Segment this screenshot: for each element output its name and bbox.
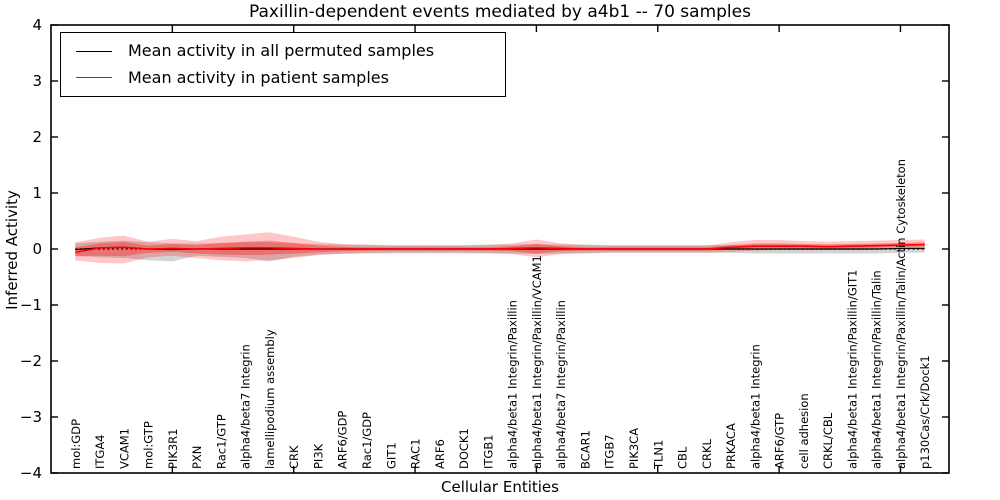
x-category-label: alpha4/beta7 Integrin/Paxillin bbox=[554, 300, 568, 469]
x-category-label: ITGB1 bbox=[481, 434, 495, 469]
x-category-label: PIK3R1 bbox=[166, 429, 180, 470]
x-category-label: ITGB7 bbox=[603, 434, 617, 469]
x-category-label: CRK bbox=[287, 445, 301, 469]
x-category-label: GIT1 bbox=[384, 442, 398, 469]
x-category-label: alpha4/beta1 Integrin bbox=[748, 344, 762, 469]
x-category-label: PIK3CA bbox=[627, 428, 641, 469]
x-category-label: CRKL/CBL bbox=[821, 412, 835, 469]
x-category-label: RAC1 bbox=[409, 438, 423, 469]
x-category-label: CBL bbox=[676, 446, 690, 469]
x-category-label: ARF6/GTP bbox=[773, 413, 787, 469]
x-category-label: PRKACA bbox=[724, 423, 738, 469]
x-category-label: alpha4/beta1 Integrin/Paxillin/Talin/Act… bbox=[894, 159, 908, 469]
chart-title: Paxillin-dependent events mediated by a4… bbox=[249, 2, 751, 22]
legend-item-permuted: Mean activity in all permuted samples bbox=[76, 43, 505, 59]
x-category-label: TLN1 bbox=[651, 440, 665, 470]
x-category-label: alpha4/beta1 Integrin/Paxillin/VCAM1 bbox=[530, 255, 544, 469]
y-tick-label: 2 bbox=[32, 128, 42, 146]
patient-mean-line bbox=[75, 243, 925, 254]
y-tick-label: 1 bbox=[32, 184, 42, 202]
x-category-label: cell adhesion bbox=[797, 393, 811, 469]
x-category-label: alpha4/beta1 Integrin/Paxillin bbox=[506, 300, 520, 469]
x-category-label: VCAM1 bbox=[117, 428, 131, 469]
x-category-label: Rac1/GTP bbox=[214, 414, 228, 469]
x-category-label: ARF6/GDP bbox=[336, 411, 350, 469]
y-tick-label: 3 bbox=[32, 72, 42, 90]
x-category-label: alpha4/beta1 Integrin/Paxillin/GIT1 bbox=[845, 270, 859, 469]
y-tick-label: −2 bbox=[20, 352, 42, 370]
legend-label-patient: Mean activity in patient samples bbox=[128, 67, 389, 87]
permuted-line-sample-icon bbox=[76, 50, 112, 52]
legend: Mean activity in all permuted samples Me… bbox=[60, 32, 506, 97]
x-category-label: alpha4/beta1 Integrin/Paxillin/Talin bbox=[870, 270, 884, 469]
y-axis-label: Inferred Activity bbox=[3, 190, 21, 310]
x-category-label: PXN bbox=[190, 446, 204, 469]
x-category-label: alpha4/beta7 Integrin bbox=[239, 344, 253, 469]
x-category-label: ITGA4 bbox=[93, 434, 107, 469]
x-category-label: ARF6 bbox=[433, 439, 447, 469]
y-tick-label: 4 bbox=[32, 16, 42, 34]
x-axis-label: Cellular Entities bbox=[441, 478, 559, 496]
legend-label-permuted: Mean activity in all permuted samples bbox=[128, 41, 435, 61]
x-category-label: mol:GDP bbox=[69, 419, 83, 469]
x-category-label: Rac1/GDP bbox=[360, 412, 374, 469]
x-category-label: PI3K bbox=[311, 443, 325, 469]
x-category-label: CRKL bbox=[700, 438, 714, 469]
y-tick-label: −3 bbox=[20, 408, 42, 426]
patient-spread-outer-band bbox=[75, 232, 925, 264]
x-category-label: p130Cas/Crk/Dock1 bbox=[918, 355, 932, 469]
x-category-label: mol:GTP bbox=[142, 421, 156, 469]
x-category-label: BCAR1 bbox=[578, 430, 592, 469]
y-tick-label: −4 bbox=[20, 464, 42, 482]
permuted-spread-band bbox=[75, 240, 925, 262]
y-tick-label: −1 bbox=[20, 296, 42, 314]
x-category-label: DOCK1 bbox=[457, 428, 471, 469]
y-tick-label: 0 bbox=[32, 240, 42, 258]
x-category-label: lamellipodium assembly bbox=[263, 329, 277, 469]
legend-item-patient: Mean activity in patient samples bbox=[76, 67, 505, 87]
patient-line-sample-icon bbox=[76, 77, 112, 79]
